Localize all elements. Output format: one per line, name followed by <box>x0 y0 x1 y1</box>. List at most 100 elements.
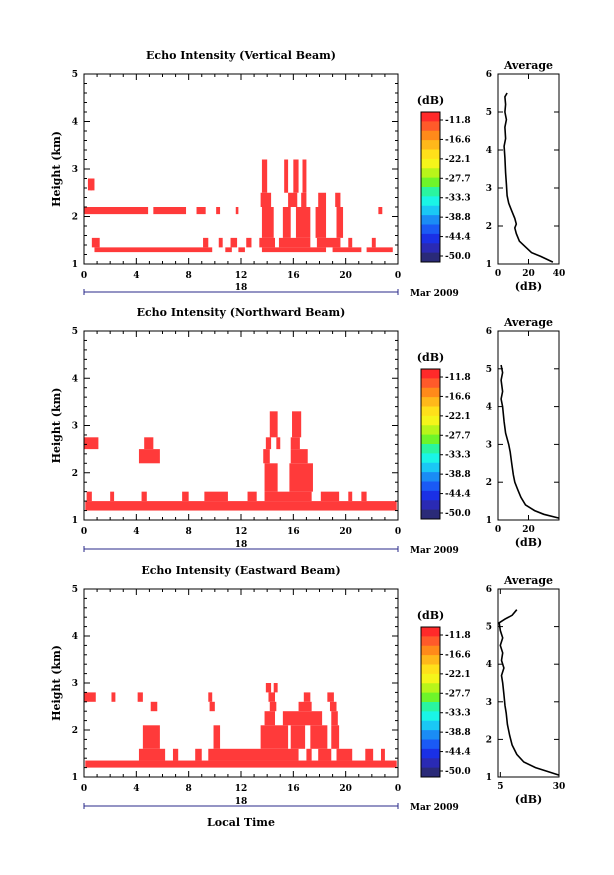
colorbar-frame <box>420 111 441 263</box>
y-tick-label: 5 <box>72 70 78 80</box>
colorbar-cell <box>421 453 440 464</box>
colorbar-tick-label: -16.6 <box>445 650 471 660</box>
y-tick-label: 1 <box>72 260 78 270</box>
colorbar-tick-label: -16.6 <box>445 392 471 402</box>
x-tick-label: 12 <box>235 784 248 794</box>
y-axis-label: Height (km) <box>50 645 63 721</box>
colorbar-cell <box>421 205 440 216</box>
colorbar-tick-label: -22.1 <box>445 670 471 680</box>
echo-cell <box>292 411 302 438</box>
echo-cell <box>332 247 362 253</box>
colorbar-tick-label: -33.3 <box>445 709 471 719</box>
echo-cell <box>264 711 276 726</box>
echo-cell <box>216 207 221 215</box>
x-tick-label: 20 <box>339 271 352 281</box>
colorbar-cell <box>421 425 440 436</box>
average-x-tick-label: 20 <box>522 269 535 279</box>
colorbar-tick-label: -27.7 <box>445 431 471 441</box>
echo-cell <box>141 491 147 502</box>
colorbar-cell <box>421 252 440 263</box>
colorbar-cell <box>421 655 440 665</box>
average-profile-line <box>498 609 560 776</box>
colorbar-cell <box>421 472 440 482</box>
colorbar-cell <box>421 758 440 769</box>
average-x-label: (dB) <box>515 536 542 549</box>
colorbar-tick-label: -44.4 <box>445 233 471 243</box>
echo-cell <box>218 237 223 248</box>
colorbar-cell <box>421 673 440 684</box>
colorbar-cell <box>421 509 440 520</box>
echo-cell <box>196 207 206 215</box>
echo-cell <box>288 192 298 207</box>
colorbar-tick-label: -50.0 <box>445 767 471 777</box>
echo-cell <box>263 449 270 464</box>
average-x-label: (dB) <box>515 793 542 806</box>
echo-cell <box>320 491 340 502</box>
colorbar-unit: (dB) <box>417 94 444 107</box>
echo-cell <box>290 437 300 450</box>
colorbar-cell <box>421 415 440 426</box>
colorbar-frame <box>420 626 441 778</box>
colorbar-tick-label: -33.3 <box>445 194 471 204</box>
colorbar-unit: (dB) <box>417 609 444 622</box>
echo-cell <box>137 692 143 702</box>
colorbar-cell <box>421 387 440 398</box>
chart-title: Echo Intensity (Northward Beam) <box>137 306 346 319</box>
plot-frame <box>83 73 399 265</box>
x-tick-label: 16 <box>287 527 300 537</box>
echo-cell <box>293 159 299 193</box>
x-tick-label: 12 <box>235 527 248 537</box>
echo-cell <box>327 692 334 702</box>
echo-cell <box>348 491 353 502</box>
echo-cell <box>264 463 278 492</box>
echo-cell <box>84 207 149 215</box>
average-title: Average <box>503 59 553 72</box>
average-profile-line <box>503 92 554 263</box>
colorbar-cell <box>421 397 440 407</box>
colorbar-cell <box>421 130 440 141</box>
colorbar-tick-label: -22.1 <box>445 412 471 422</box>
colorbar-cell <box>421 692 440 703</box>
colorbar-tick-label: -38.8 <box>445 728 471 738</box>
average-y-tick-label: 4 <box>486 146 492 156</box>
colorbar-cell <box>421 369 440 379</box>
colorbar-cell <box>421 739 440 750</box>
average-y-tick-label: 3 <box>486 440 492 450</box>
average-x-tick-label: 20 <box>522 525 535 535</box>
x-tick-label: 0 <box>395 527 401 537</box>
echo-cell <box>310 725 328 749</box>
colorbar-cell <box>421 233 440 244</box>
date-label: 18 <box>235 540 248 550</box>
colorbar-cell <box>421 121 440 132</box>
echo-cell <box>110 491 115 502</box>
average-frame <box>497 588 560 778</box>
average-y-tick-label: 1 <box>486 260 492 270</box>
echo-cell <box>182 491 189 502</box>
colorbar-cell <box>421 481 440 492</box>
echo-cell <box>204 491 228 502</box>
colorbar-cell <box>421 702 440 712</box>
colorbar-tick-label: -50.0 <box>445 509 471 519</box>
echo-cell <box>380 748 385 761</box>
average-y-tick-label: 6 <box>486 327 492 337</box>
colorbar-cell <box>421 711 440 722</box>
echo-cell <box>150 701 158 712</box>
month-label: Mar 2009 <box>410 289 459 299</box>
colorbar-cell <box>421 462 440 473</box>
x-tick-label: 8 <box>186 271 192 281</box>
x-tick-label: 20 <box>339 527 352 537</box>
echo-cell <box>298 701 312 712</box>
month-label: Mar 2009 <box>410 803 459 813</box>
y-tick-label: 5 <box>72 585 78 595</box>
echo-cell <box>138 449 160 464</box>
echo-cell <box>213 725 221 749</box>
echo-cell <box>90 178 95 191</box>
echo-cell <box>331 725 340 749</box>
y-tick-label: 3 <box>72 165 78 175</box>
colorbar-cell <box>421 683 440 694</box>
chart-title: Echo Intensity (Eastward Beam) <box>141 564 340 577</box>
x-tick-label: 0 <box>81 527 87 537</box>
y-tick-label: 2 <box>72 726 78 736</box>
colorbar-tick-label: -33.3 <box>445 451 471 461</box>
colorbar-cell <box>421 664 440 675</box>
